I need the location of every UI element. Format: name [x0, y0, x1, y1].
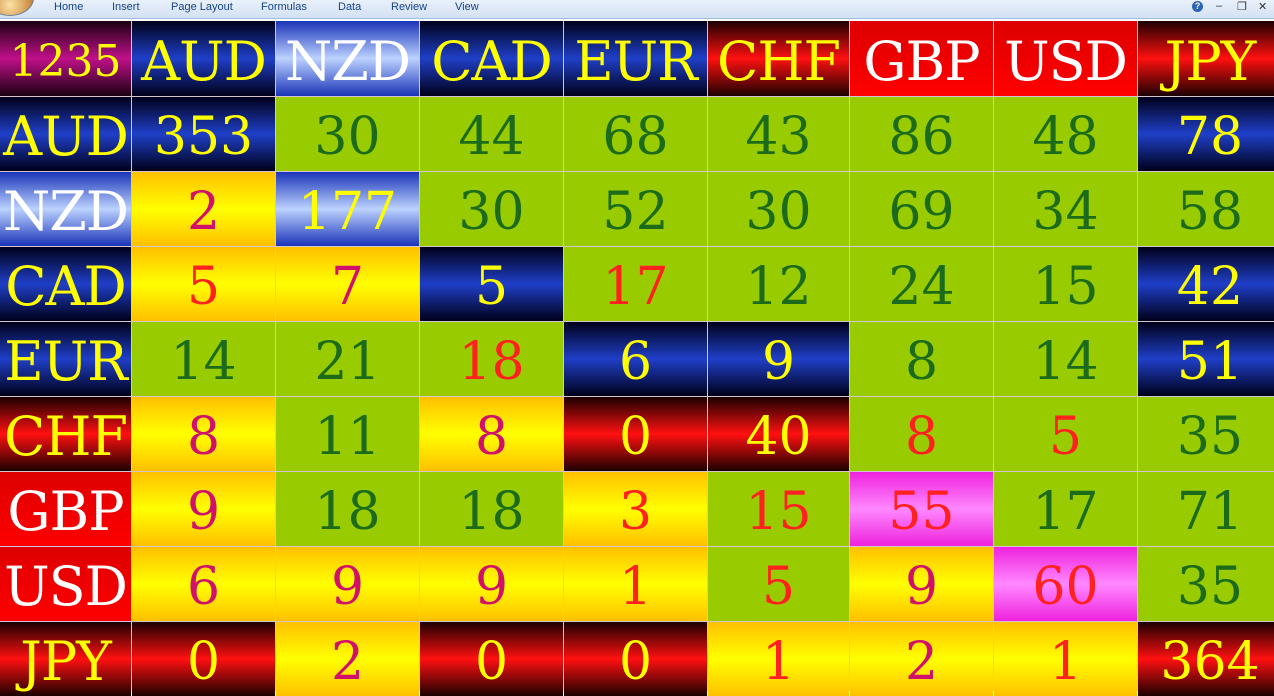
currency-strength-grid: 1235 AUD NZD CAD EUR CHF GBP USD JPY AUD 353 30 44 68… — [0, 21, 1274, 696]
table-cell[interactable]: 353 — [132, 97, 275, 171]
table-cell[interactable]: 5 — [132, 247, 275, 321]
row-header-eur[interactable]: EUR — [0, 322, 131, 396]
row-header-usd[interactable]: USD — [0, 547, 131, 621]
table-cell[interactable]: 21 — [276, 322, 419, 396]
row-header-cad[interactable]: CAD — [0, 247, 131, 321]
help-icon[interactable]: ? — [1192, 1, 1203, 12]
table-cell[interactable]: 5 — [708, 547, 849, 621]
table-cell[interactable]: 6 — [564, 322, 707, 396]
tab-formulas[interactable]: Formulas — [261, 1, 307, 13]
table-cell[interactable]: 5 — [420, 247, 563, 321]
tab-insert[interactable]: Insert — [112, 1, 140, 13]
table-cell[interactable]: 3 — [564, 472, 707, 546]
table-cell[interactable]: 15 — [994, 247, 1137, 321]
table-cell[interactable]: 17 — [564, 247, 707, 321]
column-header-chf[interactable]: CHF — [708, 21, 849, 96]
table-cell[interactable]: 8 — [132, 397, 275, 471]
table-cell[interactable]: 15 — [708, 472, 849, 546]
table-cell[interactable]: 0 — [420, 622, 563, 696]
table-cell[interactable]: 1 — [708, 622, 849, 696]
table-cell[interactable]: 6 — [132, 547, 275, 621]
table-cell[interactable]: 58 — [1138, 172, 1274, 246]
table-cell[interactable]: 0 — [132, 622, 275, 696]
restore-icon[interactable]: ❐ — [1237, 1, 1247, 13]
corner-cell[interactable]: 1235 — [0, 21, 131, 96]
ribbon-bar: Home Insert Page Layout Formulas Data Re… — [0, 0, 1274, 19]
table-cell[interactable]: 71 — [1138, 472, 1274, 546]
table-cell[interactable]: 78 — [1138, 97, 1274, 171]
column-header-nzd[interactable]: NZD — [276, 21, 419, 96]
table-cell[interactable]: 0 — [564, 622, 707, 696]
table-cell[interactable]: 52 — [564, 172, 707, 246]
column-header-jpy[interactable]: JPY — [1138, 21, 1274, 96]
tab-home[interactable]: Home — [54, 1, 84, 13]
tab-review[interactable]: Review — [391, 1, 428, 13]
table-cell[interactable]: 364 — [1138, 622, 1274, 696]
table-cell[interactable]: 35 — [1138, 547, 1274, 621]
table-cell[interactable]: 1 — [994, 622, 1137, 696]
office-button[interactable] — [0, 0, 34, 16]
column-header-aud[interactable]: AUD — [132, 21, 275, 96]
table-cell[interactable]: 5 — [994, 397, 1137, 471]
row-header-nzd[interactable]: NZD — [0, 172, 131, 246]
table-cell[interactable]: 48 — [994, 97, 1137, 171]
table-cell[interactable]: 18 — [420, 472, 563, 546]
table-cell[interactable]: 24 — [850, 247, 993, 321]
column-header-cad[interactable]: CAD — [420, 21, 563, 96]
table-cell[interactable]: 177 — [276, 172, 419, 246]
tab-view[interactable]: View — [455, 1, 479, 13]
table-cell[interactable]: 2 — [132, 172, 275, 246]
column-header-usd[interactable]: USD — [994, 21, 1137, 96]
table-cell[interactable]: 2 — [850, 622, 993, 696]
column-header-eur[interactable]: EUR — [564, 21, 707, 96]
table-cell[interactable]: 69 — [850, 172, 993, 246]
table-cell[interactable]: 14 — [132, 322, 275, 396]
table-cell[interactable]: 11 — [276, 397, 419, 471]
table-cell[interactable]: 9 — [708, 322, 849, 396]
table-cell[interactable]: 44 — [420, 97, 563, 171]
row-header-jpy[interactable]: JPY — [0, 622, 131, 696]
table-cell[interactable]: 12 — [708, 247, 849, 321]
row-header-chf[interactable]: CHF — [0, 397, 131, 471]
table-cell[interactable]: 43 — [708, 97, 849, 171]
table-cell[interactable]: 42 — [1138, 247, 1274, 321]
table-cell[interactable]: 9 — [132, 472, 275, 546]
table-cell[interactable]: 0 — [564, 397, 707, 471]
table-cell[interactable]: 18 — [420, 322, 563, 396]
table-cell[interactable]: 9 — [850, 547, 993, 621]
table-cell[interactable]: 14 — [994, 322, 1137, 396]
table-cell[interactable]: 8 — [850, 397, 993, 471]
table-cell[interactable]: 86 — [850, 97, 993, 171]
table-cell[interactable]: 1 — [564, 547, 707, 621]
table-cell[interactable]: 9 — [276, 547, 419, 621]
table-cell[interactable]: 55 — [850, 472, 993, 546]
table-cell[interactable]: 60 — [994, 547, 1137, 621]
close-icon[interactable]: ✕ — [1258, 1, 1268, 13]
table-cell[interactable]: 9 — [420, 547, 563, 621]
table-cell[interactable]: 17 — [994, 472, 1137, 546]
minimize-icon[interactable]: – — [1216, 0, 1223, 12]
table-cell[interactable]: 7 — [276, 247, 419, 321]
table-cell[interactable]: 2 — [276, 622, 419, 696]
tab-page-layout[interactable]: Page Layout — [171, 1, 233, 13]
table-cell[interactable]: 40 — [708, 397, 849, 471]
table-cell[interactable]: 18 — [276, 472, 419, 546]
row-header-aud[interactable]: AUD — [0, 97, 131, 171]
table-cell[interactable]: 34 — [994, 172, 1137, 246]
table-cell[interactable]: 30 — [708, 172, 849, 246]
table-cell[interactable]: 68 — [564, 97, 707, 171]
table-cell[interactable]: 35 — [1138, 397, 1274, 471]
table-cell[interactable]: 8 — [420, 397, 563, 471]
column-header-gbp[interactable]: GBP — [850, 21, 993, 96]
table-cell[interactable]: 30 — [420, 172, 563, 246]
table-cell[interactable]: 30 — [276, 97, 419, 171]
table-cell[interactable]: 8 — [850, 322, 993, 396]
table-cell[interactable]: 51 — [1138, 322, 1274, 396]
row-header-gbp[interactable]: GBP — [0, 472, 131, 546]
tab-data[interactable]: Data — [338, 1, 362, 13]
